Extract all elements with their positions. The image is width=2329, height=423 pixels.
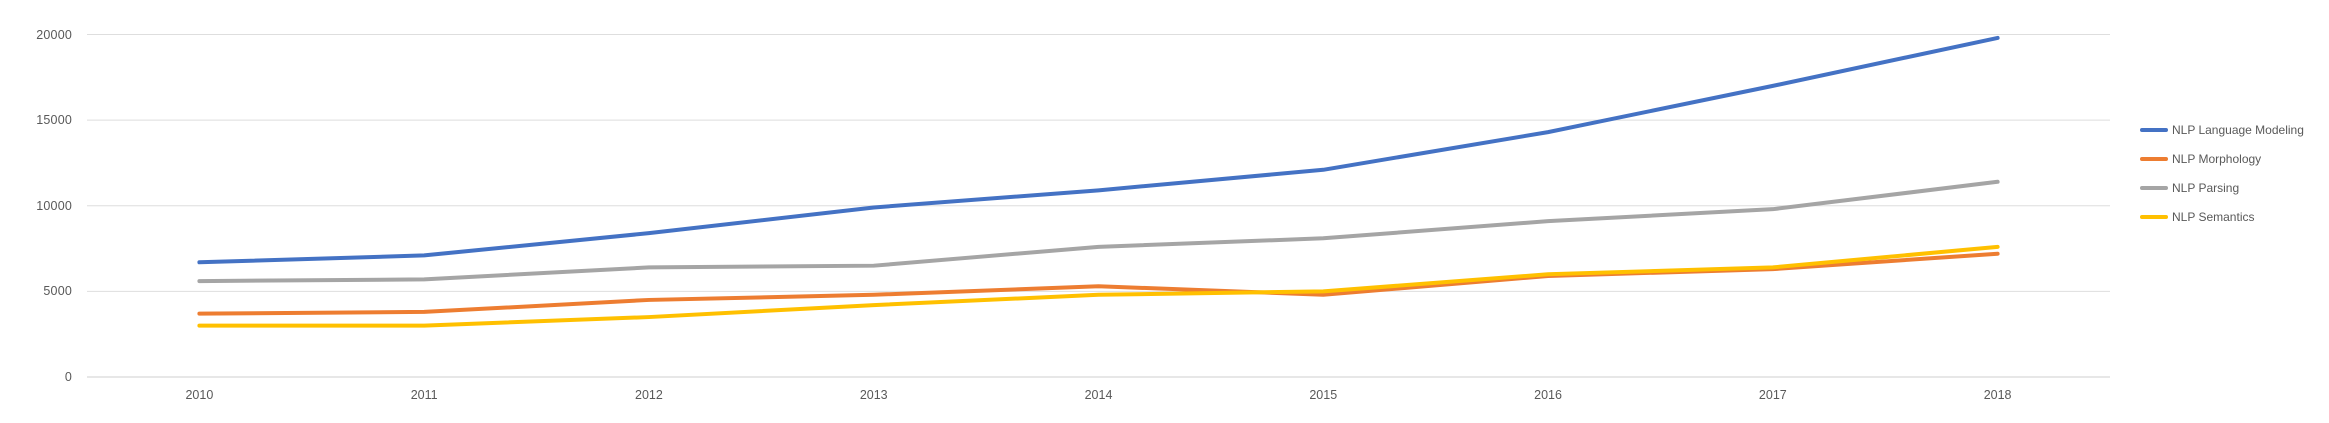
y-tick-label: 15000 xyxy=(36,113,72,128)
legend-item-morphology: NLP Morphology xyxy=(2140,144,2304,173)
legend-line-swatch xyxy=(2140,127,2168,132)
x-tick-label: 2010 xyxy=(185,388,214,402)
legend-label: NLP Semantics xyxy=(2172,209,2255,224)
y-tick-label: 0 xyxy=(64,370,72,384)
y-tick-label: 20000 xyxy=(36,27,72,42)
legend-line-swatch xyxy=(2140,185,2168,190)
x-tick-label: 2013 xyxy=(859,388,888,402)
legend-item-language-modeling: NLP Language Modeling xyxy=(2140,115,2304,144)
legend-line-swatch xyxy=(2140,214,2168,219)
series-line-nlp-language-modeling xyxy=(197,35,2000,265)
series-line-nlp-morphology xyxy=(197,251,2000,316)
legend-item-parsing: NLP Parsing xyxy=(2140,173,2304,202)
y-tick-label: 5000 xyxy=(43,284,72,299)
legend-item-semantics: NLP Semantics xyxy=(2140,202,2304,231)
legend-label: NLP Language Modeling xyxy=(2172,122,2304,137)
legend-line-swatch xyxy=(2140,156,2168,161)
x-tick-label: 2012 xyxy=(635,388,663,402)
legend-label: NLP Parsing xyxy=(2172,180,2240,195)
x-tick-label: 2014 xyxy=(1084,388,1113,402)
x-tick-label: 2011 xyxy=(410,388,438,402)
x-tick-label: 2018 xyxy=(1983,388,2012,402)
x-tick-label: 2017 xyxy=(1758,388,1787,402)
x-tick-label: 2015 xyxy=(1309,388,1338,402)
series-line-nlp-semantics xyxy=(197,244,2000,328)
series-line-nlp-parsing xyxy=(197,179,2000,284)
y-tick-label: 10000 xyxy=(36,198,72,213)
legend-label: NLP Morphology xyxy=(2172,151,2262,166)
legend: NLP Language Modeling NLP Morphology NLP… xyxy=(2140,115,2304,231)
x-tick-label: 2016 xyxy=(1534,388,1562,402)
